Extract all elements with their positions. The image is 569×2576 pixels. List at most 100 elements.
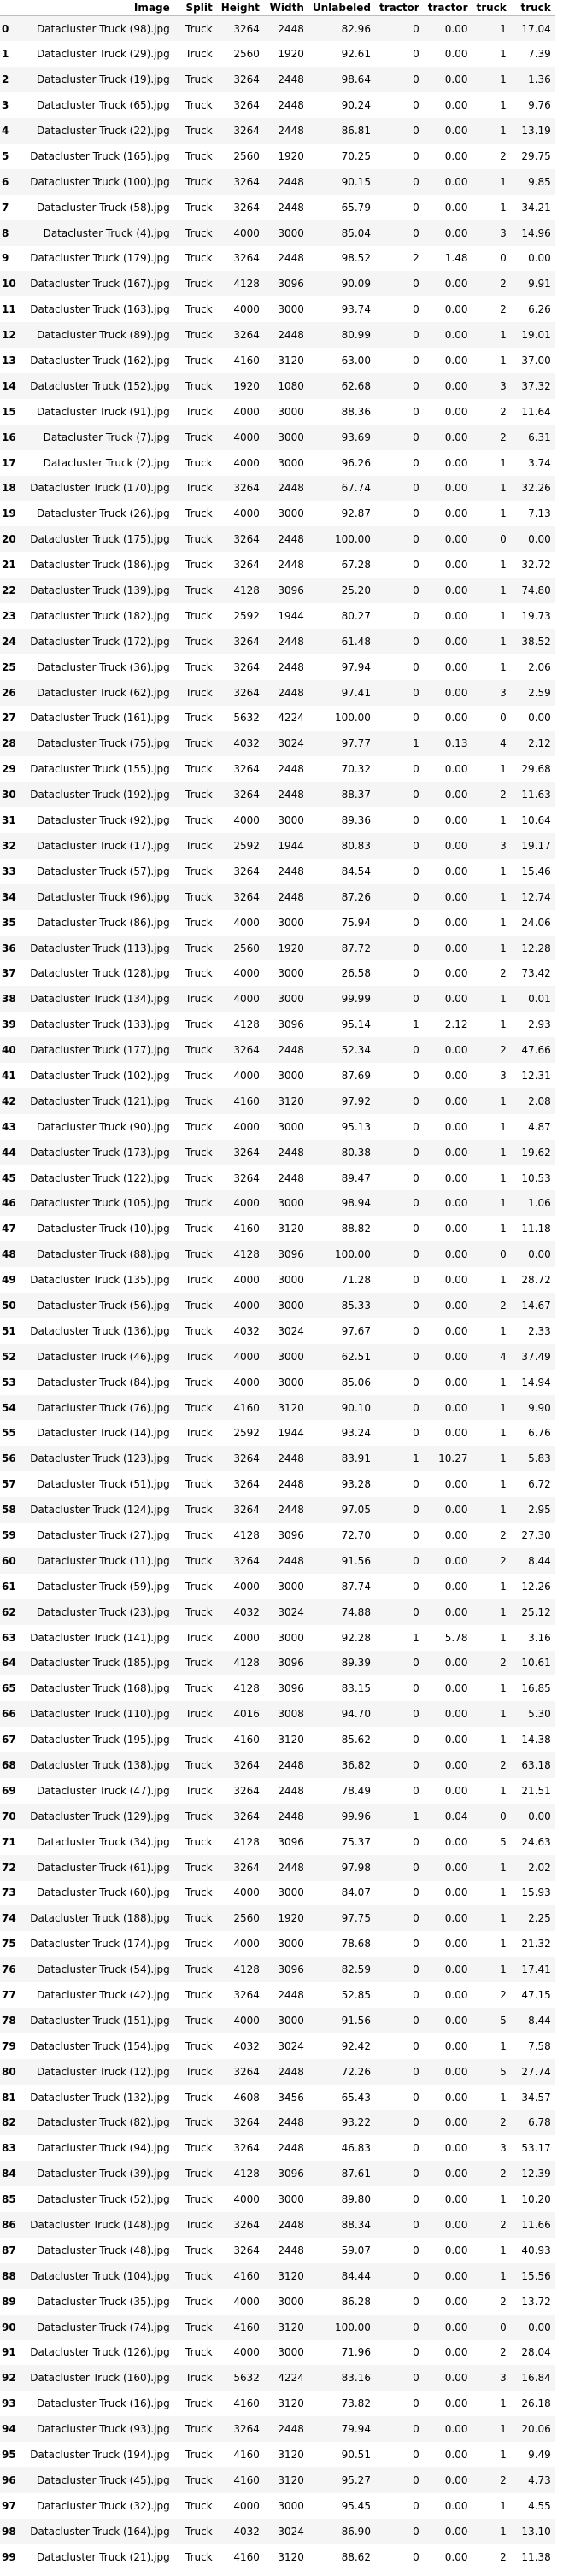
tractor-percent-cell: 0.00 <box>444 2423 468 2436</box>
row-index: 44 <box>2 1146 16 1159</box>
table-row: 10 Datacluster Truck (167).jpg Truck 4128 30… <box>0 271 555 297</box>
truck-count-cell: 1 <box>500 660 507 673</box>
height-cell: 3264 <box>233 482 260 495</box>
header-row: Image Split Height Width Unlabeled tract… <box>0 0 555 16</box>
truck-percent-cell: 32.26 <box>521 482 551 495</box>
table-row: 15 Datacluster Truck (91).jpg Truck 4000 300… <box>0 399 555 425</box>
tractor-percent-cell: 0.00 <box>444 1223 468 1235</box>
tractor-count-cell: 0 <box>413 379 419 392</box>
height-cell: 3264 <box>233 1452 260 1465</box>
width-cell: 2448 <box>278 201 304 214</box>
image-cell: Datacluster Truck (60).jpg <box>36 1887 170 1899</box>
row-index: 87 <box>2 2244 16 2256</box>
truck-count-cell: 1 <box>500 99 507 112</box>
width-cell: 2448 <box>278 865 304 877</box>
truck-percent-cell: 17.04 <box>521 22 551 35</box>
row-index: 77 <box>2 1989 16 2002</box>
row-index: 1 <box>2 48 9 61</box>
truck-count-cell: 2 <box>500 303 507 316</box>
tractor-percent-cell: 0.00 <box>444 150 468 162</box>
truck-count-cell: 1 <box>500 2525 507 2538</box>
unlabeled-cell: 87.69 <box>341 1069 371 1082</box>
truck-count-cell: 1 <box>500 1734 507 1746</box>
split-cell: Truck <box>185 2525 213 2538</box>
height-cell: 4000 <box>233 993 260 1006</box>
truck-count-cell: 1 <box>500 993 507 1006</box>
height-cell: 4160 <box>233 1734 260 1746</box>
width-cell: 3000 <box>278 1580 304 1593</box>
truck-count-cell: 1 <box>500 1094 507 1107</box>
tractor-percent-cell: 0.00 <box>444 2473 468 2486</box>
height-cell: 4000 <box>233 2193 260 2206</box>
truck-percent-cell: 34.21 <box>521 201 551 214</box>
truck-percent-cell: 9.90 <box>528 1401 551 1414</box>
tractor-percent-cell: 0.00 <box>444 1580 468 1593</box>
unlabeled-cell: 99.99 <box>341 993 371 1006</box>
tractor-count-cell: 0 <box>413 1478 419 1491</box>
row-index: 88 <box>2 2269 16 2282</box>
height-cell: 4128 <box>233 1682 260 1695</box>
split-cell: Truck <box>185 405 213 418</box>
split-cell: Truck <box>185 1682 213 1695</box>
unlabeled-cell: 52.85 <box>341 1989 371 2002</box>
tractor-percent-cell: 0.00 <box>444 890 468 903</box>
table-row: 55 Datacluster Truck (14).jpg Truck 2592 194… <box>0 1420 555 1446</box>
unlabeled-cell: 86.81 <box>341 125 371 137</box>
tractor-percent-cell: 0.00 <box>444 1887 468 1899</box>
table-row: 12 Datacluster Truck (89).jpg Truck 3264 244… <box>0 322 555 349</box>
table-row: 35 Datacluster Truck (86).jpg Truck 4000 300… <box>0 910 555 936</box>
table-row: 60 Datacluster Truck (11).jpg Truck 3264 244… <box>0 1547 555 1574</box>
row-index: 96 <box>2 2473 16 2486</box>
tractor-percent-cell: 0.00 <box>444 865 468 877</box>
row-index: 14 <box>2 379 16 392</box>
image-cell: Datacluster Truck (32).jpg <box>36 2499 170 2512</box>
unlabeled-cell: 98.52 <box>341 252 371 265</box>
truck-percent-cell: 37.49 <box>521 1350 551 1363</box>
image-cell: Datacluster Truck (26).jpg <box>36 508 170 520</box>
tractor-percent-cell: 0.00 <box>444 2168 468 2180</box>
truck-percent-cell: 19.62 <box>521 1146 551 1159</box>
truck-percent-cell: 2.33 <box>528 1324 551 1337</box>
image-cell: Datacluster Truck (174).jpg <box>30 1938 170 1951</box>
truck-count-cell: 1 <box>500 125 507 137</box>
tractor-percent-cell: 0.00 <box>444 2449 468 2462</box>
row-index: 63 <box>2 1631 16 1644</box>
truck-count-cell: 3 <box>500 1069 507 1082</box>
table-row: 40 Datacluster Truck (177).jpg Truck 3264 24… <box>0 1037 555 1064</box>
tractor-percent-cell: 0.00 <box>444 1401 468 1414</box>
height-cell: 4160 <box>233 1223 260 1235</box>
tractor-count-cell: 0 <box>413 1605 419 1618</box>
row-index: 33 <box>2 865 16 877</box>
image-cell: Datacluster Truck (35).jpg <box>36 2295 170 2308</box>
height-cell: 1920 <box>233 379 260 392</box>
width-cell: 3120 <box>278 2397 304 2410</box>
tractor-percent-cell: 0.00 <box>444 405 468 418</box>
image-cell: Datacluster Truck (110).jpg <box>30 1708 170 1721</box>
image-cell: Datacluster Truck (162).jpg <box>30 355 170 367</box>
width-cell: 2448 <box>278 763 304 776</box>
width-cell: 2448 <box>278 1146 304 1159</box>
row-index: 69 <box>2 1784 16 1797</box>
tractor-percent-cell: 0.00 <box>444 226 468 239</box>
height-cell: 4000 <box>233 431 260 443</box>
row-index: 76 <box>2 1963 16 1976</box>
truck-percent-cell: 10.64 <box>521 814 551 827</box>
truck-percent-cell: 32.72 <box>521 559 551 572</box>
row-index: 90 <box>2 2321 16 2333</box>
split-cell: Truck <box>185 839 213 852</box>
split-cell: Truck <box>185 1504 213 1517</box>
unlabeled-cell: 88.62 <box>341 2550 371 2563</box>
tractor-count-cell: 0 <box>413 1094 419 1107</box>
tractor-count-cell: 0 <box>413 2193 419 2206</box>
truck-count-cell: 1 <box>500 1401 507 1414</box>
truck-count-cell: 0 <box>500 2321 507 2333</box>
tractor-count-cell: 0 <box>413 2525 419 2538</box>
width-cell: 3096 <box>278 1963 304 1976</box>
image-cell: Datacluster Truck (91).jpg <box>36 405 170 418</box>
tractor-percent-cell: 0.00 <box>444 1069 468 1082</box>
width-cell: 3000 <box>278 508 304 520</box>
unlabeled-cell: 89.39 <box>341 1657 371 1669</box>
split-cell: Truck <box>185 1299 213 1311</box>
table-row: 54 Datacluster Truck (76).jpg Truck 4160 312… <box>0 1394 555 1421</box>
split-cell: Truck <box>185 890 213 903</box>
